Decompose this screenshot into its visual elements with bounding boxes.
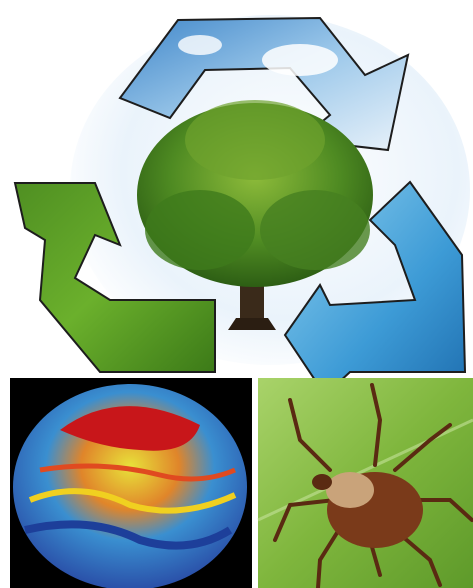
- tree-canopy: [185, 100, 325, 180]
- tree-roots: [228, 318, 276, 330]
- cloud: [262, 44, 338, 76]
- band: [28, 488, 237, 514]
- grass-arrow: [13, 182, 216, 373]
- warm-region: [60, 406, 200, 451]
- recycle-panel: [13, 15, 470, 397]
- cloud: [178, 35, 222, 55]
- globe-panel: [10, 378, 252, 588]
- tick-head: [312, 474, 332, 490]
- band: [39, 463, 236, 482]
- tick-legs: [273, 383, 473, 588]
- tree-canopy: [260, 190, 370, 270]
- tick-panel: [257, 378, 473, 588]
- tree-canopy: [145, 190, 255, 270]
- tick-shield: [326, 472, 374, 508]
- band: [24, 520, 233, 550]
- water-arrow: [283, 180, 467, 397]
